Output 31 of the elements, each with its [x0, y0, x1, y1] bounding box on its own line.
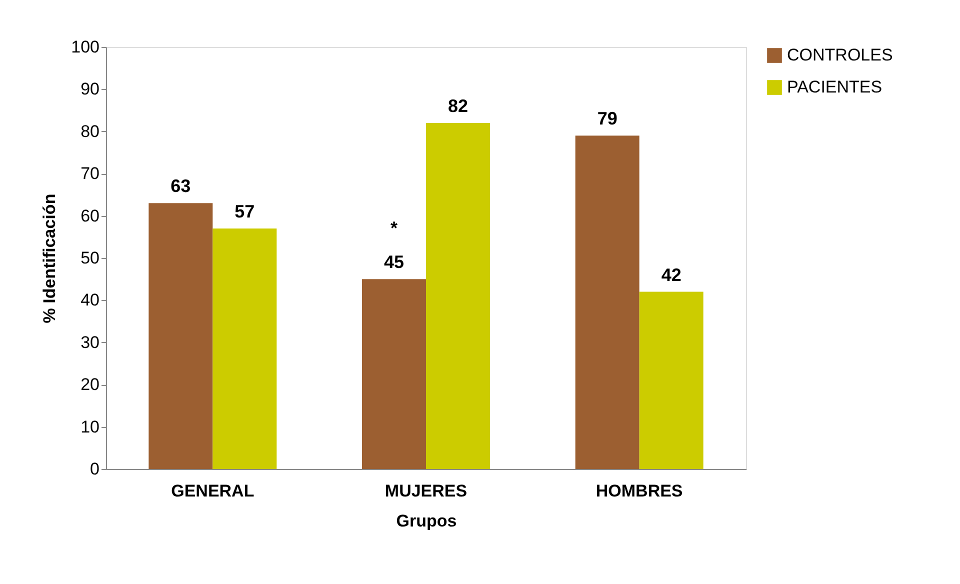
y-tick-label: 100 [71, 38, 100, 56]
y-axis-title: % Identificación [40, 194, 60, 324]
y-tick-label: 60 [80, 206, 100, 226]
data-label: 45 [384, 252, 404, 272]
data-label: 57 [234, 201, 255, 222]
x-axis-title: Grupos [396, 512, 457, 530]
y-tick-label: 50 [80, 248, 100, 268]
x-tick-label: MUJERES [384, 482, 468, 500]
y-tick-label: 80 [80, 122, 100, 141]
y-tick-label: 10 [80, 417, 100, 436]
y-tick-label: 0 [90, 460, 100, 478]
bar [575, 136, 640, 469]
y-tick-label: 70 [80, 164, 100, 184]
bar [362, 279, 426, 469]
legend-label: CONTROLES [787, 46, 893, 64]
y-tick-label: 90 [80, 80, 100, 99]
data-label: 79 [597, 108, 618, 129]
legend-label: PACIENTES [787, 78, 882, 96]
bar [639, 292, 704, 469]
bar [426, 122, 490, 469]
annotation: * [390, 218, 398, 238]
data-label: 82 [448, 96, 468, 116]
y-tick-label: 20 [80, 375, 100, 394]
y-tick-label: 30 [80, 332, 100, 352]
data-label: 63 [170, 176, 191, 196]
bar [148, 203, 213, 469]
x-tick-label: HOMBRES [596, 482, 683, 500]
y-tick-label: 40 [80, 290, 100, 310]
x-tick-label: GENERAL [171, 482, 254, 500]
bar [212, 228, 277, 469]
data-label: 42 [661, 264, 682, 285]
